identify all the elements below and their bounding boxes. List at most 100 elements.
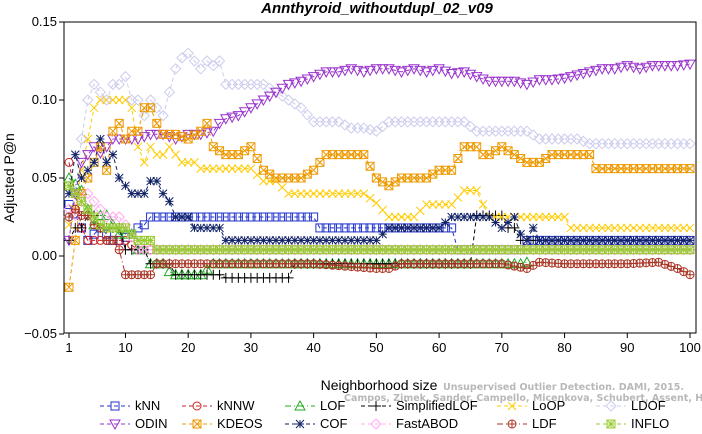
point-kdeos — [585, 150, 595, 160]
point-knnw — [64, 157, 74, 167]
point-loop — [96, 95, 105, 105]
point-cof — [277, 236, 287, 245]
point-cof — [641, 236, 651, 245]
legend-item-odin: ODIN — [100, 416, 168, 431]
legend-item-simplifiedlof: SimplifiedLOF — [361, 398, 478, 413]
series-layer — [63, 47, 696, 292]
point-kdeos — [70, 235, 80, 245]
point-odin — [314, 69, 326, 81]
legend-label: COF — [320, 416, 348, 431]
point-ldof — [138, 109, 150, 122]
point-ldf — [146, 270, 156, 280]
point-cof — [597, 236, 607, 245]
point-cof — [629, 236, 638, 245]
point-inflo — [83, 204, 93, 214]
point-loop — [685, 223, 695, 233]
point-odin — [301, 74, 314, 85]
point-kdeos — [359, 150, 369, 160]
point-odin — [564, 72, 577, 83]
point-cof — [321, 236, 331, 245]
point-cof — [114, 173, 124, 183]
point-cof — [673, 236, 682, 245]
point-loop — [346, 189, 356, 198]
point-ldof — [376, 120, 389, 133]
point-loop — [334, 189, 344, 198]
point-odin — [357, 67, 370, 78]
x-tick-label: 70 — [495, 340, 509, 355]
point-loop — [566, 223, 576, 233]
y-tick-label: −0.05 — [24, 326, 57, 341]
watermark-line-2: Campos, Zimek, Sander, Campello, Micenko… — [344, 393, 702, 404]
point-cof — [215, 223, 224, 233]
point-cof — [227, 236, 237, 245]
point-knn — [371, 223, 381, 233]
point-knn — [271, 212, 281, 222]
point-knn — [258, 212, 268, 222]
point-odin — [552, 74, 565, 85]
point-ldof — [464, 120, 477, 133]
point-cof — [271, 236, 281, 245]
point-knn — [315, 223, 325, 233]
point-cof — [378, 229, 387, 239]
legend-item-ldof: LDOF — [596, 398, 666, 413]
point-knn — [365, 223, 375, 233]
series-ldf — [64, 204, 695, 280]
chart-title: Annthyroid_withoutdupl_02_v09 — [260, 0, 493, 17]
point-fastabod — [88, 195, 100, 208]
point-ldof — [195, 63, 207, 75]
x-tick-label: 60 — [432, 340, 446, 355]
point-cof — [390, 223, 400, 233]
point-kdeos — [152, 118, 162, 128]
point-cof — [133, 189, 143, 198]
point-loop — [635, 223, 645, 233]
point-loop — [428, 200, 438, 209]
point-cof — [340, 236, 350, 245]
point-cof — [127, 189, 137, 198]
point-fastabod — [94, 203, 107, 215]
point-cof — [591, 236, 601, 245]
point-loop — [359, 189, 369, 198]
x-tick-label: 20 — [181, 340, 195, 355]
point-cof — [622, 236, 632, 245]
point-cof — [146, 176, 155, 186]
point-knn — [139, 220, 149, 230]
point-cof — [497, 223, 507, 233]
legend-item-fastabod: FastABOD — [361, 416, 458, 431]
point-ldf — [108, 235, 118, 245]
point-knnw — [89, 235, 99, 245]
point-ldof — [132, 94, 144, 106]
point-kdeos — [315, 157, 325, 167]
point-loop — [422, 200, 431, 209]
point-cof — [422, 223, 431, 233]
x-tick-label: 10 — [118, 340, 132, 355]
point-knn — [146, 212, 156, 222]
point-cof — [221, 236, 231, 245]
point-loop — [528, 212, 538, 222]
point-knn — [202, 212, 212, 222]
axes-layer: 1 10 20 30 40 50 60 70 80 90 100 −0.05 0.00 0.05 0.10 0… — [24, 14, 701, 355]
point-cof — [384, 223, 394, 233]
point-knn — [208, 212, 218, 222]
x-tick-label: 80 — [557, 340, 571, 355]
point-odin — [483, 76, 496, 88]
point-loop — [303, 189, 312, 198]
point-cof — [616, 236, 626, 245]
point-odin — [489, 76, 502, 88]
point-odin — [546, 75, 558, 86]
y-axis-label: Adjusted P@n — [1, 133, 17, 223]
point-ldof — [88, 78, 100, 91]
point-knn — [447, 223, 457, 233]
point-loop — [315, 189, 325, 198]
legend-marker — [110, 401, 120, 411]
point-knn — [302, 212, 312, 222]
point-cof — [579, 236, 588, 245]
point-cof — [334, 236, 344, 245]
point-odin — [677, 60, 690, 71]
point-ldof — [75, 133, 88, 145]
point-knn — [284, 212, 294, 222]
point-loop — [139, 158, 149, 167]
x-tick-label: 90 — [620, 340, 634, 355]
point-cof — [434, 223, 444, 233]
point-odin — [138, 132, 151, 143]
point-knn — [277, 212, 287, 222]
